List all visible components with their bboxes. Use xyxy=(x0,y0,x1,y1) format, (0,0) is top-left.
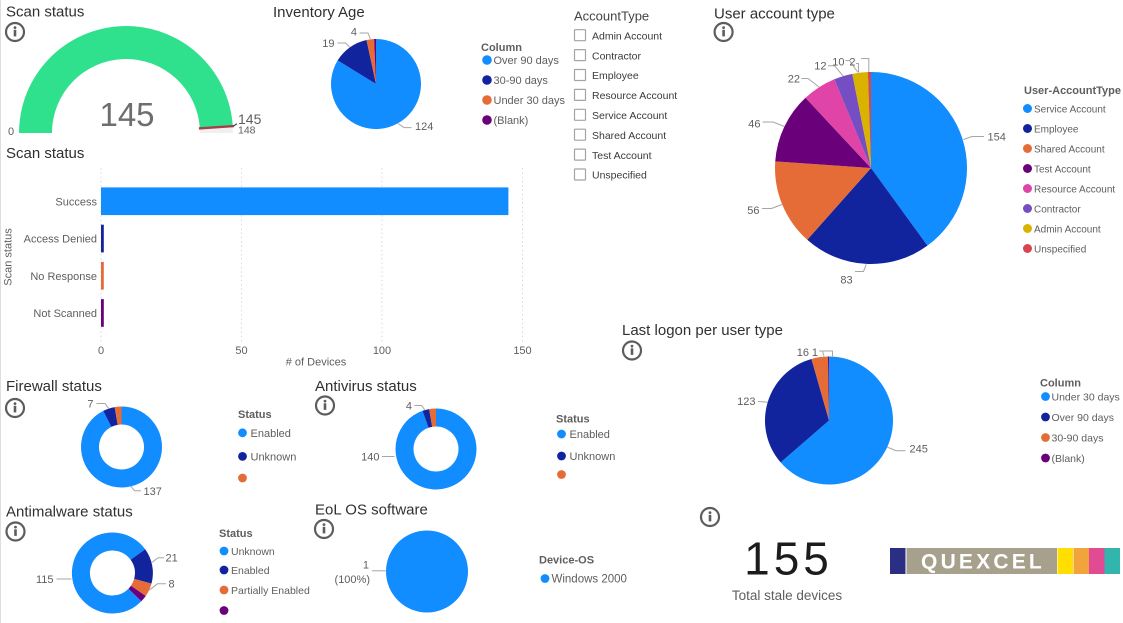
svg-text:Under 30 days: Under 30 days xyxy=(1052,392,1120,404)
svg-text:Status: Status xyxy=(238,409,272,421)
svg-text:Firewall status: Firewall status xyxy=(6,378,102,395)
svg-text:Access Denied: Access Denied xyxy=(24,234,97,246)
svg-text:Admin Account: Admin Account xyxy=(592,30,662,42)
svg-text:Unknown: Unknown xyxy=(251,451,297,463)
svg-text:Contractor: Contractor xyxy=(1034,205,1081,216)
svg-text:Admin Account: Admin Account xyxy=(1034,225,1101,236)
svg-text:Shared Account: Shared Account xyxy=(1034,145,1105,156)
svg-text:4: 4 xyxy=(351,27,357,39)
svg-text:Resource Account: Resource Account xyxy=(592,90,677,102)
svg-text:Enabled: Enabled xyxy=(570,429,610,441)
svg-text:Scan status: Scan status xyxy=(6,4,84,21)
svg-text:100: 100 xyxy=(373,345,391,357)
svg-text:12: 12 xyxy=(814,61,826,73)
svg-text:Inventory Age: Inventory Age xyxy=(273,4,365,21)
svg-text:Shared Account: Shared Account xyxy=(592,130,666,142)
svg-text:Unspecified: Unspecified xyxy=(1034,245,1086,256)
svg-text:140: 140 xyxy=(361,452,379,464)
svg-text:Test Account: Test Account xyxy=(592,150,652,162)
svg-text:EoL OS software: EoL OS software xyxy=(315,502,428,519)
svg-text:Service Account: Service Account xyxy=(1034,105,1106,116)
svg-text:8: 8 xyxy=(169,579,175,591)
svg-text:56: 56 xyxy=(747,205,759,217)
svg-text:83: 83 xyxy=(840,275,852,287)
svg-text:Total stale devices: Total stale devices xyxy=(732,588,843,603)
svg-text:(100%): (100%) xyxy=(335,574,370,586)
svg-text:Unspecified: Unspecified xyxy=(592,170,647,182)
svg-text:Enabled: Enabled xyxy=(231,565,270,577)
svg-text:User account type: User account type xyxy=(714,6,835,23)
svg-text:Scan status: Scan status xyxy=(6,145,84,162)
svg-text:Last logon per user type: Last logon per user type xyxy=(622,322,783,339)
svg-text:Status: Status xyxy=(219,528,253,540)
svg-text:Success: Success xyxy=(55,196,97,208)
svg-text:(Blank): (Blank) xyxy=(494,115,529,127)
svg-text:1: 1 xyxy=(363,560,369,572)
svg-text:Enabled: Enabled xyxy=(251,428,291,440)
svg-text:30-90 days: 30-90 days xyxy=(494,75,549,87)
svg-text:Not Scanned: Not Scanned xyxy=(33,308,97,320)
svg-text:Over 90 days: Over 90 days xyxy=(1052,412,1114,424)
svg-text:Antimalware status: Antimalware status xyxy=(6,504,133,521)
svg-text:Antivirus status: Antivirus status xyxy=(315,378,417,395)
svg-text:AccountType: AccountType xyxy=(574,9,649,24)
svg-text:137: 137 xyxy=(144,486,162,498)
svg-text:Device-OS: Device-OS xyxy=(539,555,594,567)
svg-text:Resource Account: Resource Account xyxy=(1034,185,1115,196)
svg-text:Windows 2000: Windows 2000 xyxy=(552,574,627,586)
svg-text:Contractor: Contractor xyxy=(592,50,642,62)
svg-text:# of Devices: # of Devices xyxy=(286,357,347,369)
svg-text:Under 30 days: Under 30 days xyxy=(494,95,566,107)
svg-text:30-90 days: 30-90 days xyxy=(1052,433,1104,445)
svg-text:4: 4 xyxy=(406,401,412,413)
svg-text:0: 0 xyxy=(98,345,104,357)
svg-text:Scan status: Scan status xyxy=(3,228,15,286)
svg-text:50: 50 xyxy=(235,345,247,357)
svg-text:154: 154 xyxy=(988,132,1006,144)
svg-text:123: 123 xyxy=(737,396,755,408)
svg-text:Unknown: Unknown xyxy=(570,451,616,463)
svg-text:115: 115 xyxy=(36,574,54,586)
svg-text:155: 155 xyxy=(744,533,833,585)
svg-text:Test Account: Test Account xyxy=(1034,165,1091,176)
svg-text:Employee: Employee xyxy=(1034,125,1079,136)
svg-text:19: 19 xyxy=(322,38,334,50)
svg-text:22: 22 xyxy=(788,74,800,86)
svg-text:10: 10 xyxy=(832,57,844,69)
svg-text:150: 150 xyxy=(513,345,531,357)
svg-text:7: 7 xyxy=(87,399,93,411)
svg-text:Column: Column xyxy=(1040,378,1081,390)
svg-text:Unknown: Unknown xyxy=(231,546,275,558)
svg-text:0: 0 xyxy=(8,126,14,138)
svg-text:Status: Status xyxy=(556,414,590,426)
svg-text:1: 1 xyxy=(812,347,818,359)
svg-text:124: 124 xyxy=(415,121,433,133)
svg-text:245: 245 xyxy=(910,444,928,456)
svg-text:QUEXCEL: QUEXCEL xyxy=(921,551,1045,574)
svg-text:Service Account: Service Account xyxy=(592,110,667,122)
svg-text:145: 145 xyxy=(99,96,154,133)
svg-text:No Response: No Response xyxy=(30,271,97,283)
svg-text:16: 16 xyxy=(797,347,809,359)
svg-text:148: 148 xyxy=(238,125,256,137)
svg-text:Over 90 days: Over 90 days xyxy=(494,55,560,67)
svg-text:145: 145 xyxy=(238,111,262,127)
svg-text:Employee: Employee xyxy=(592,70,639,82)
svg-text:21: 21 xyxy=(166,553,178,565)
svg-text:(Blank): (Blank) xyxy=(1052,453,1085,465)
svg-text:46: 46 xyxy=(748,119,760,131)
svg-text:2: 2 xyxy=(849,57,855,69)
svg-text:Column: Column xyxy=(481,42,522,54)
svg-text:Partially Enabled: Partially Enabled xyxy=(231,585,310,597)
svg-text:User-AccountType: User-AccountType xyxy=(1024,85,1121,97)
